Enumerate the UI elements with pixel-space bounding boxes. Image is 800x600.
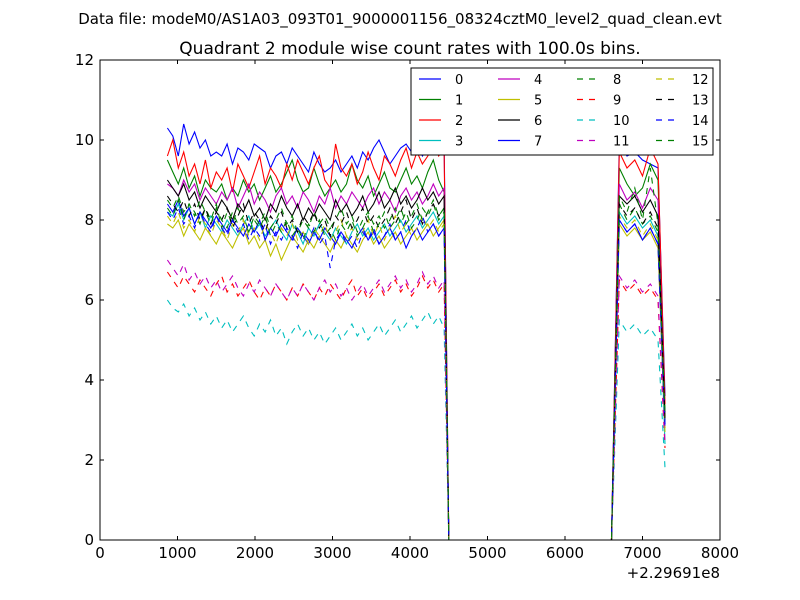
- legend-label-2: 2: [455, 114, 463, 129]
- x-tick-label: 0: [95, 544, 105, 562]
- series-line-4: [167, 178, 666, 540]
- y-tick-label: 12: [75, 51, 94, 69]
- y-tick-label: 0: [84, 531, 94, 549]
- x-tick-label: 6000: [546, 544, 584, 562]
- legend-label-12: 12: [692, 73, 709, 88]
- series-line-13: [166, 195, 666, 540]
- legend-label-7: 7: [534, 135, 542, 150]
- y-tick-label: 8: [84, 211, 94, 229]
- series-line-3: [167, 202, 666, 540]
- series-line-8: [166, 198, 666, 540]
- series-line-10: [166, 299, 666, 540]
- chart-title: Quadrant 2 module wise count rates with …: [179, 39, 640, 59]
- series-line-6: [166, 179, 666, 540]
- suptitle: Data file: modeM0/AS1A03_093T01_90000011…: [78, 10, 722, 29]
- legend-label-0: 0: [455, 73, 463, 88]
- legend-label-1: 1: [455, 94, 463, 109]
- legend-label-14: 14: [692, 114, 709, 129]
- x-tick-label: 1000: [158, 544, 196, 562]
- legend-label-9: 9: [613, 94, 621, 109]
- legend-label-15: 15: [692, 135, 709, 150]
- legend-label-11: 11: [613, 135, 630, 150]
- legend-label-5: 5: [534, 94, 542, 109]
- legend-label-3: 3: [455, 135, 463, 150]
- y-tick-label: 4: [84, 371, 94, 389]
- x-tick-label: 5000: [468, 544, 506, 562]
- x-tick-label: 3000: [313, 544, 351, 562]
- x-tick-label: 2000: [236, 544, 274, 562]
- series-line-9: [166, 271, 666, 540]
- series-line-5: [167, 218, 666, 540]
- legend-label-10: 10: [613, 114, 630, 129]
- y-tick-label: 6: [84, 291, 94, 309]
- series-line-11: [166, 259, 666, 540]
- x-tick-label: 4000: [391, 544, 429, 562]
- series-lines: [166, 123, 666, 540]
- legend-label-8: 8: [613, 73, 621, 88]
- series-line-12: [166, 210, 666, 540]
- legend-label-4: 4: [534, 73, 542, 88]
- axis-ticks: 0 1000 2000 3000 4000 5000 6000 7000 80000246810…: [75, 51, 739, 562]
- x-tick-label: 8000: [701, 544, 739, 562]
- series-line-0: [166, 123, 666, 540]
- legend-box: [410, 67, 714, 156]
- y-tick-label: 10: [75, 131, 94, 149]
- x-offset-label: +2.29691e8: [627, 564, 720, 582]
- y-tick-label: 2: [84, 451, 94, 469]
- x-tick-label: 7000: [623, 544, 661, 562]
- legend-label-13: 13: [692, 94, 709, 109]
- legend-label-6: 6: [534, 114, 542, 129]
- series-line-14: [166, 206, 666, 540]
- series-line-15: [166, 167, 666, 540]
- series-line-7: [166, 198, 666, 540]
